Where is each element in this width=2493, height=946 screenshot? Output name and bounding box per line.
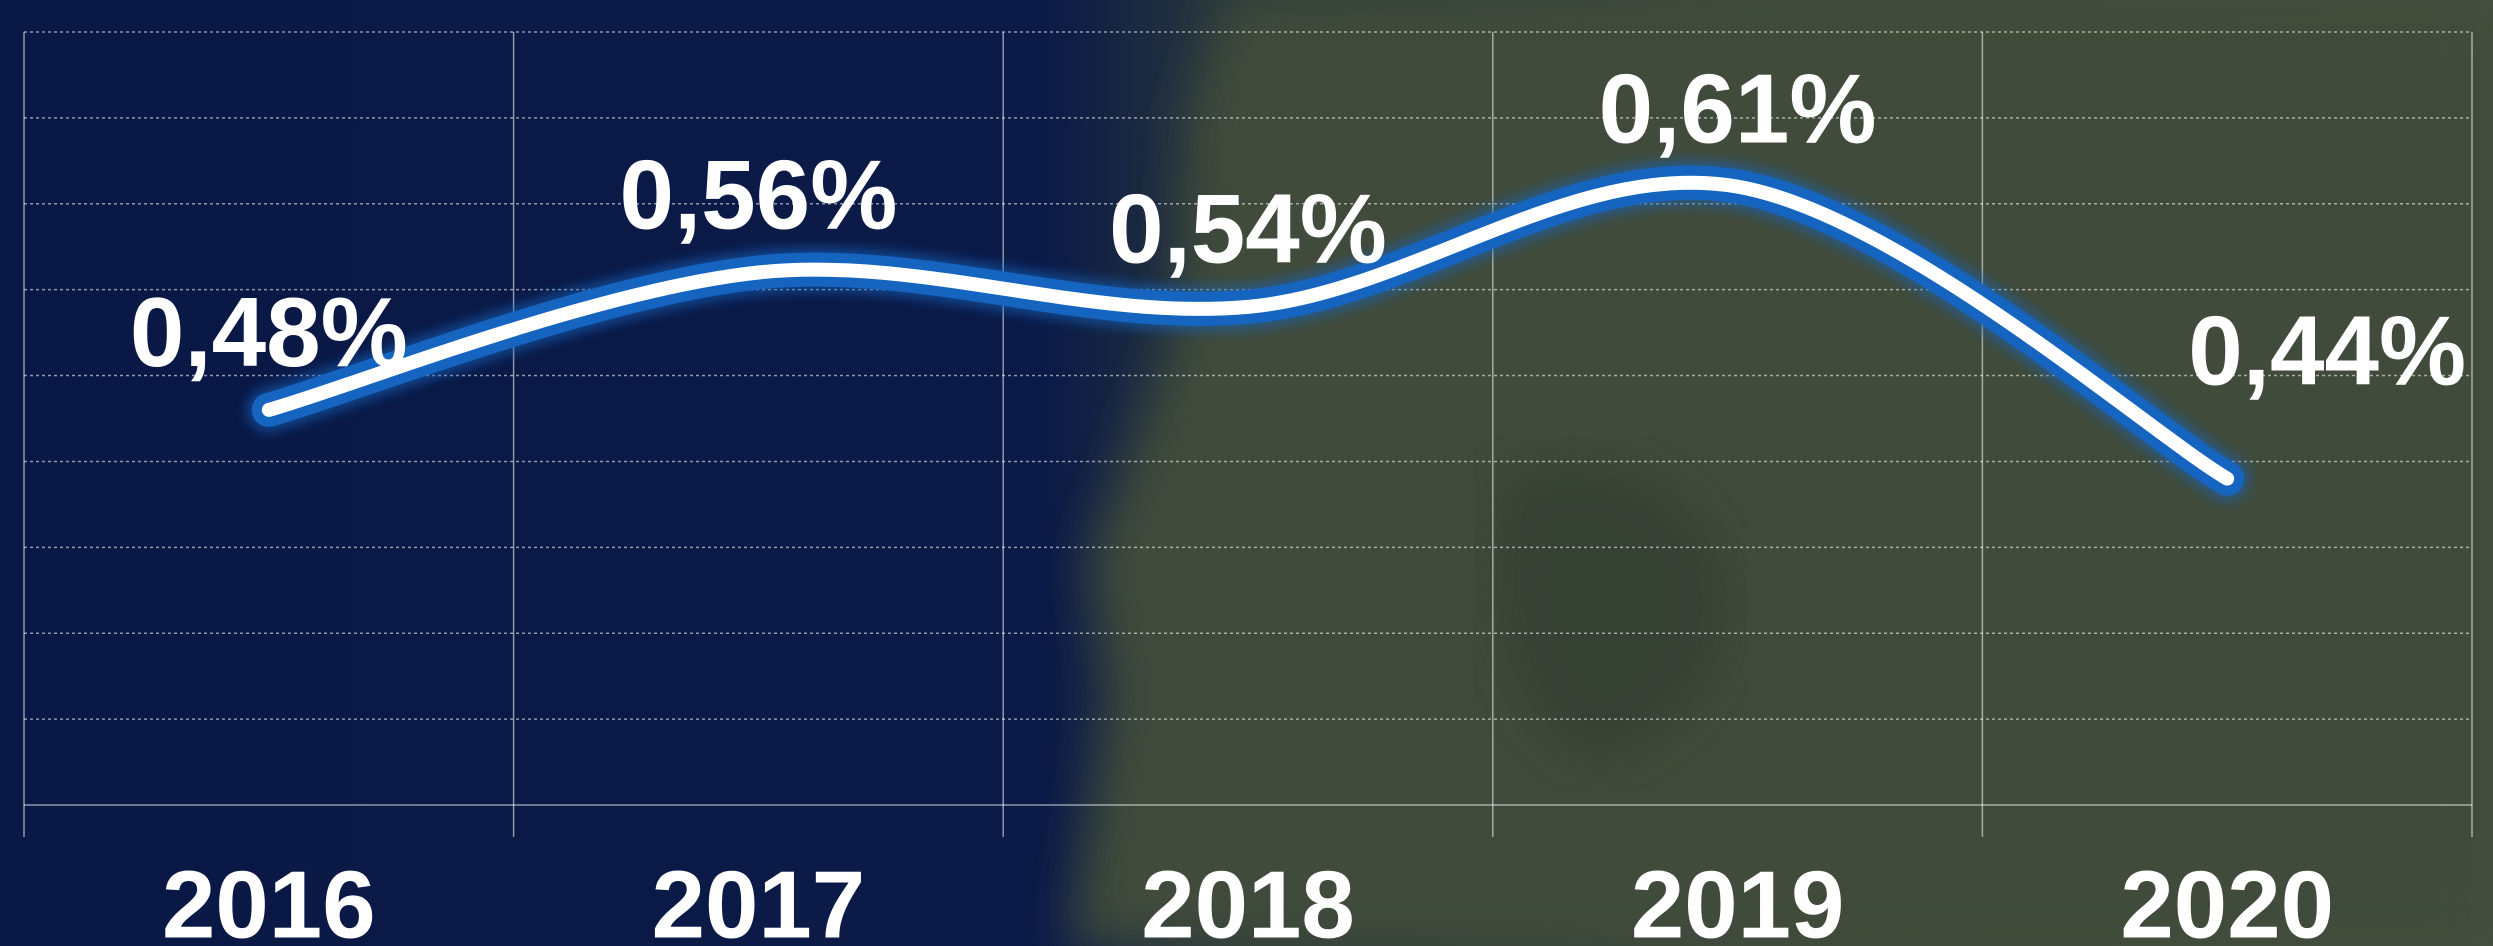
x-tick-label: 2017 [652,851,866,946]
x-tick-label: 2019 [1631,851,1845,946]
chart: 2016 2017 2018 2019 2020 0,48% 0,56% 0,54% 0,61%… [0,0,2493,946]
data-label: 0,54% [1109,174,1387,284]
x-tick-label: 2018 [1141,851,1355,946]
page: {"chart_data": {"type": "line", "categor… [0,0,2493,946]
data-label: 0,44% [2188,296,2466,406]
x-tick-label: 2016 [162,851,376,946]
data-label: 0,56% [619,139,897,249]
data-label: 0,48% [130,277,408,387]
x-tick-label: 2020 [2120,851,2334,946]
data-label: 0,61% [1599,53,1877,163]
